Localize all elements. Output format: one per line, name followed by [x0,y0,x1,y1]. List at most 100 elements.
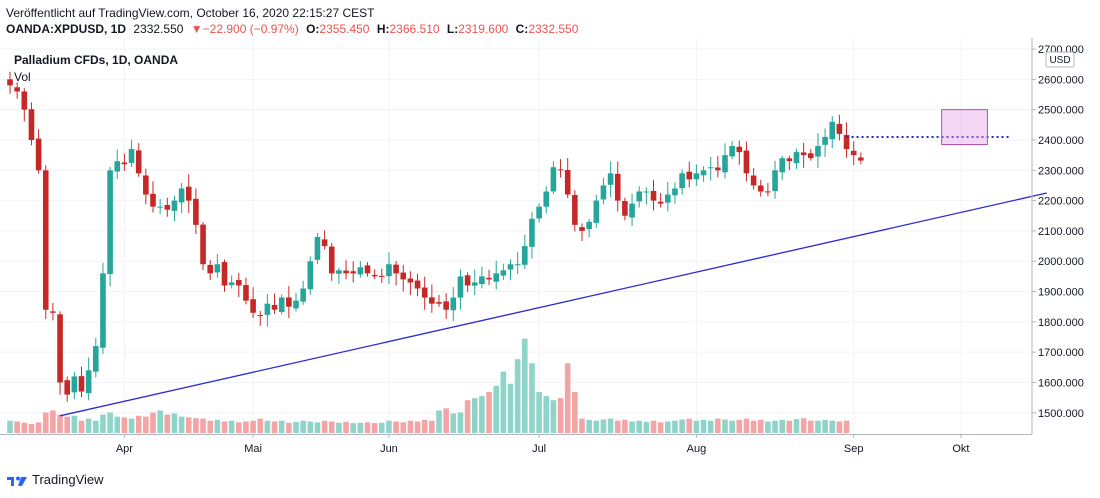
candle-body [607,173,614,185]
price-tick-label: 2000.000 [1038,256,1084,268]
candle-body [614,173,621,201]
volume-bar [350,423,356,433]
candle-body [135,150,142,174]
volume-bar [543,396,550,433]
candle-body [293,300,299,309]
volume-bar [371,423,378,433]
close-value: 2332.550 [528,22,579,36]
candle-body [800,152,807,156]
candle-body [71,376,78,393]
volume-bar [636,420,642,433]
candle-body [286,297,292,307]
down-arrow-icon: ▼ [190,22,203,36]
price-axis[interactable]: 2700.0002600.0002500.0002400.0002300.000… [1031,38,1084,434]
volume-bar [800,418,807,433]
volume-bar [693,420,700,433]
volume-bar [836,421,843,433]
candle-body [178,188,185,203]
volume-bar [171,413,178,433]
volume-bar [271,421,278,433]
candle-body [421,287,428,298]
candle-body [78,376,85,392]
volume-bar [193,418,199,433]
pane-title: Palladium CFDs, 1D, OANDA [14,53,178,67]
candle-body [150,193,156,207]
volume-bar [657,422,664,433]
open-label: O: [306,22,320,36]
candle-body [107,170,113,275]
candle-body [700,170,707,176]
volume-bar [328,421,335,433]
volume-bar [622,419,628,433]
volume-bar [736,419,743,433]
high-value: 2366.510 [389,22,440,36]
time-tick-label: Jul [532,443,546,455]
candle-body [64,380,70,395]
candle-body [686,171,693,180]
candle-body [707,167,714,169]
candle-body [243,285,249,301]
volume-bar [686,418,693,433]
candle-body [665,194,671,203]
candle-body [779,158,785,173]
price-chart[interactable]: 2700.0002600.0002500.0002400.0002300.000… [0,38,1100,470]
volume-bar [321,420,328,433]
price-tick-label: 1800.000 [1038,317,1084,329]
volume-bar [672,420,678,433]
candle-body [35,138,42,171]
volume-bar [57,414,63,433]
candle-body [858,157,864,161]
candle-body [622,201,628,216]
candle-body [371,274,378,277]
volume-bar [743,418,750,433]
candle-body [579,227,585,231]
volume-bar [479,396,485,433]
volume-bar [471,398,478,433]
time-axis[interactable]: Apr Mai Jun Jul Aug Sep Okt [0,434,1032,455]
volume-bar [500,371,507,433]
candle-body [57,314,63,383]
volume-bars [7,338,850,433]
volume-bar [600,419,607,433]
volume-bar [829,420,836,433]
candle-body [264,303,271,315]
brand-label[interactable]: TradingView [32,472,104,487]
volume-bar [107,412,113,433]
candle-body [650,190,657,201]
candle-body [364,265,371,274]
candle-body [693,173,700,180]
volume-bar [421,419,428,433]
candle-body [850,150,857,156]
candle-body [436,302,442,304]
candle-body [14,87,20,92]
volume-label: Vol [14,70,31,84]
price-tick-label: 1600.000 [1038,377,1084,389]
candle-body [143,175,149,195]
time-tick-label: Apr [116,443,133,455]
volume-bar [650,420,657,433]
candle-body [572,194,578,225]
volume-bar [529,363,535,433]
volume-bar [722,419,728,433]
candle-body [200,224,206,265]
candle-body [407,278,414,283]
candle-body [786,158,793,162]
volume-bar [85,418,92,433]
symbol-label[interactable]: OANDA:XPDUSD, 1D [6,22,127,36]
volume-bar [629,421,635,433]
candle-body [114,161,121,172]
candle-body [815,146,821,157]
open-value: 2355.450 [319,22,370,36]
volume-bar [143,416,149,433]
price-change: −22.900 (−0.97%) [202,22,299,36]
candle-body [643,191,650,193]
candle-body [386,264,392,277]
volume-bar [707,420,714,433]
candle-body [765,191,771,193]
volume-bar [786,420,793,433]
candle-body [207,264,213,274]
candle-body [443,301,449,310]
candle-body [479,276,485,285]
candle-body [550,167,557,192]
price-tick-label: 2400.000 [1038,135,1084,147]
